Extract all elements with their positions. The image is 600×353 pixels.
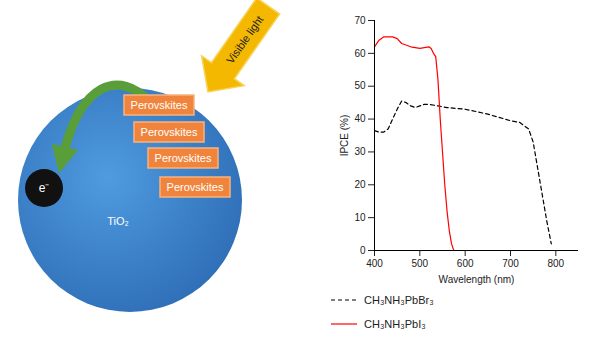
svg-text:0: 0 <box>360 245 366 256</box>
svg-text:20: 20 <box>354 179 366 190</box>
html-text:CH₃NH₃PbBr₃: CH₃NH₃PbBr₃ <box>364 294 434 306</box>
svg-text:Wavelength (nm): Wavelength (nm) <box>439 274 515 285</box>
svg-text:50: 50 <box>354 80 366 91</box>
svg-text:Perovskites: Perovskites <box>167 181 224 193</box>
svg-text:600: 600 <box>457 258 474 269</box>
svg-text:e⁻: e⁻ <box>39 181 50 195</box>
svg-text:Perovskites: Perovskites <box>131 99 188 111</box>
svg-text:Perovskites: Perovskites <box>155 152 212 164</box>
svg-text:400: 400 <box>366 258 383 269</box>
svg-text:500: 500 <box>411 258 428 269</box>
svg-text:TiO₂: TiO₂ <box>107 215 129 227</box>
svg-text:800: 800 <box>547 258 564 269</box>
svg-text:60: 60 <box>354 48 366 59</box>
svg-text:700: 700 <box>502 258 519 269</box>
svg-text:40: 40 <box>354 113 366 124</box>
html-text:CH₃NH₃PbI₃: CH₃NH₃PbI₃ <box>364 318 426 330</box>
svg-text:IPCE (%): IPCE (%) <box>339 115 350 157</box>
svg-text:70: 70 <box>354 15 366 26</box>
svg-text:Visible light: Visible light <box>224 13 266 65</box>
svg-text:Perovskites: Perovskites <box>141 126 198 138</box>
svg-text:10: 10 <box>354 212 366 223</box>
svg-text:30: 30 <box>354 146 366 157</box>
